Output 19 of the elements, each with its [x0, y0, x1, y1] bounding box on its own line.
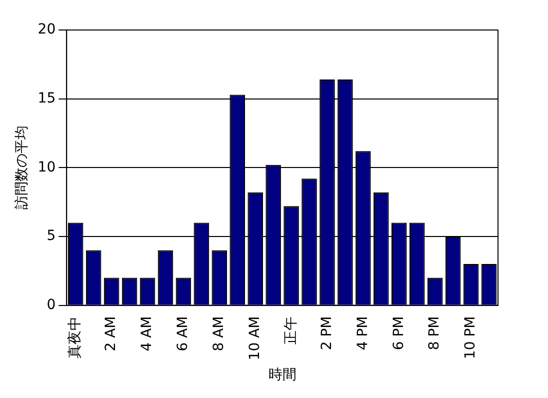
x-tick-label: 10 AM: [246, 316, 263, 360]
x-tick-label: 2 PM: [318, 316, 335, 350]
x-axis-title: 時間: [268, 367, 296, 384]
x-tick-label: 2 AM: [103, 316, 120, 352]
y-tick-label: 10: [38, 159, 56, 176]
x-tick-label: 8 PM: [426, 316, 443, 350]
x-tick-label: 8 AM: [211, 316, 228, 352]
x-tick-label: 4 PM: [354, 316, 371, 350]
x-tick-label: 10 PM: [462, 316, 479, 360]
y-axis-title: 訪問数の平均: [14, 126, 30, 210]
y-tick-label: 15: [38, 90, 56, 106]
x-tick-label: 真夜中: [67, 316, 84, 358]
x-tick-label: 4 AM: [139, 316, 156, 352]
y-tick-label: 0: [46, 296, 56, 313]
y-tick-label: 5: [46, 228, 56, 244]
x-tick-label: 正午: [282, 316, 299, 344]
y-tick-label: 20: [38, 22, 56, 38]
x-tick-label: 6 PM: [390, 316, 407, 350]
x-tick-label: 6 AM: [175, 316, 192, 352]
